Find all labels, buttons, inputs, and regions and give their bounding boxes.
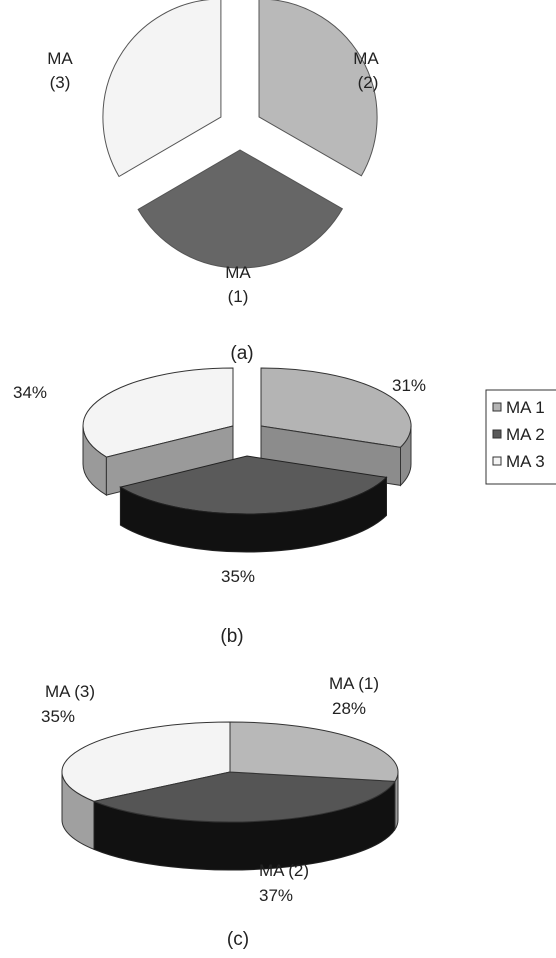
legend: MA 1 MA 2 MA 3 — [485, 389, 556, 485]
label-ma-3-name: MA (3) — [45, 682, 95, 701]
caption-a: (a) — [230, 343, 253, 364]
legend-swatch-ma-2 — [492, 429, 502, 439]
slice-ma-2-top — [92, 771, 396, 823]
slice-ma-1 — [137, 149, 344, 269]
label-ma-3-line2: (3) — [50, 73, 71, 92]
legend-label-ma-3: MA 3 — [506, 452, 545, 471]
value-label-ma-2: 35% — [221, 567, 255, 586]
value-label-ma-3: 34% — [13, 383, 47, 402]
chart-c: MA (1) 28% MA (3) 35% MA (2) 37% (c) — [41, 674, 399, 950]
slice-ma-1-face — [260, 425, 401, 486]
label-ma-2-line2: (2) — [358, 73, 379, 92]
label-ma-2-name: MA (2) — [259, 861, 309, 880]
chart-a: MA (1) MA (2) MA (3) (a) — [47, 0, 379, 364]
label-ma-1-value: 28% — [332, 699, 366, 718]
legend-swatch-ma-1 — [492, 402, 502, 412]
legend-label-ma-2: MA 2 — [506, 425, 545, 444]
slice-ma-3-side — [82, 425, 107, 496]
slice-ma-3-top — [61, 721, 231, 802]
slice-ma-2-side — [119, 476, 387, 553]
slice-ma-3 — [102, 0, 222, 178]
label-ma-2-value: 37% — [259, 886, 293, 905]
label-ma-1-name: MA (1) — [329, 674, 379, 693]
label-ma-2-line1: MA — [353, 49, 379, 68]
slice-ma-2 — [258, 0, 378, 177]
caption-c: (c) — [227, 929, 249, 950]
caption-b: (b) — [220, 626, 243, 647]
chart-b: 34% 31% 35% MA 1 MA 2 MA 3 (b) — [13, 367, 556, 647]
value-label-ma-1: 31% — [392, 376, 426, 395]
slice-ma-1-top — [229, 721, 399, 782]
label-ma-1-line1: MA — [225, 263, 251, 282]
label-ma-3-line1: MA — [47, 49, 73, 68]
legend-swatch-ma-3 — [492, 456, 502, 466]
label-ma-3-value: 35% — [41, 707, 75, 726]
slice-ma-3-face — [105, 425, 234, 496]
label-ma-1-line2: (1) — [228, 287, 249, 306]
legend-label-ma-1: MA 1 — [506, 398, 545, 417]
